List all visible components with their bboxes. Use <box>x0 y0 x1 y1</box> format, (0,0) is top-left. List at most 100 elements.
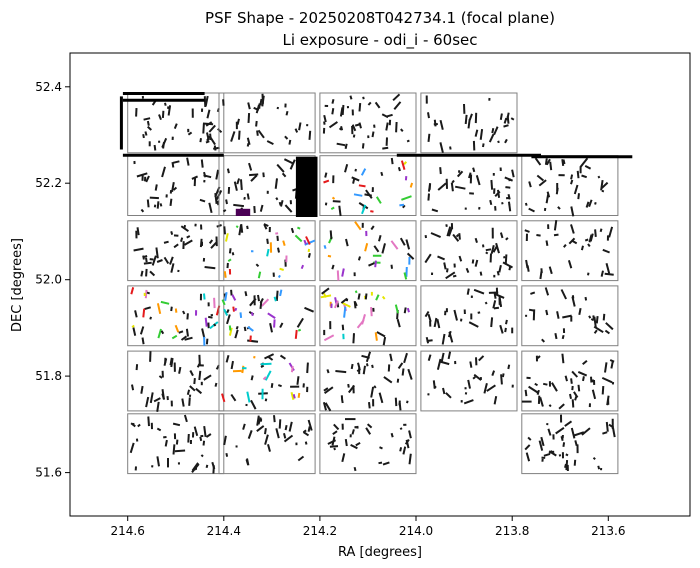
psf-whisker <box>230 131 236 142</box>
psf-whisker <box>333 423 340 431</box>
psf-whisker <box>500 374 503 385</box>
psf-whisker <box>187 131 193 136</box>
psf-whisker <box>326 369 330 374</box>
psf-whisker <box>358 184 366 188</box>
psf-whisker <box>238 224 243 236</box>
psf-whisker <box>588 315 592 319</box>
psf-whisker <box>597 465 601 470</box>
psf-whisker <box>609 359 615 363</box>
psf-whisker <box>587 243 591 247</box>
psf-whisker <box>282 240 286 246</box>
ccd-frame <box>127 350 225 412</box>
psf-whisker <box>443 262 447 270</box>
y-tick-label: 52.4 <box>35 80 62 94</box>
psf-whisker <box>339 107 344 117</box>
psf-whisker <box>390 157 394 165</box>
psf-whisker <box>507 364 511 370</box>
psf-whisker <box>493 396 498 405</box>
psf-whisker <box>545 240 549 246</box>
psf-whisker <box>226 314 231 325</box>
psf-whisker <box>375 294 380 301</box>
psf-whisker <box>374 101 381 109</box>
psf-whisker <box>403 161 408 165</box>
psf-whisker <box>344 143 348 150</box>
psf-whisker <box>527 436 532 441</box>
psf-whisker <box>242 423 246 430</box>
psf-whisker <box>362 96 365 100</box>
psf-whisker <box>307 426 311 432</box>
psf-whisker <box>370 225 375 231</box>
psf-whisker <box>213 145 217 151</box>
psf-whisker <box>193 466 197 471</box>
psf-whisker <box>600 179 604 191</box>
psf-whisker <box>304 306 314 313</box>
psf-whisker <box>228 325 232 331</box>
psf-whisker <box>366 423 373 429</box>
psf-whisker <box>336 270 340 281</box>
psf-whisker <box>488 133 495 143</box>
psf-whisker <box>204 317 208 327</box>
psf-whisker <box>300 264 305 270</box>
psf-whisker <box>143 117 151 121</box>
psf-whisker <box>499 113 503 120</box>
psf-whisker <box>333 300 339 309</box>
psf-whisker <box>399 237 406 246</box>
psf-whisker <box>608 423 615 429</box>
psf-whisker <box>250 174 258 182</box>
ccd-frame <box>319 285 417 347</box>
psf-whisker <box>247 113 251 123</box>
psf-whisker <box>504 176 513 182</box>
psf-whisker <box>305 236 311 245</box>
psf-whisker <box>347 383 350 388</box>
psf-whisker <box>455 185 466 190</box>
psf-whisker <box>262 376 267 381</box>
psf-whisker <box>544 287 550 296</box>
psf-whisker <box>149 270 156 277</box>
psf-whisker <box>430 232 441 239</box>
psf-whisker <box>189 370 194 377</box>
psf-whisker <box>331 264 335 270</box>
psf-whisker <box>441 333 446 345</box>
psf-whisker <box>143 261 152 265</box>
psf-whisker <box>395 121 398 133</box>
psf-whisker <box>351 429 355 435</box>
psf-whisker <box>355 441 361 447</box>
psf-whisker <box>217 128 223 134</box>
psf-whisker <box>232 306 235 312</box>
y-tick-label: 52.0 <box>35 273 62 287</box>
psf-whisker <box>565 460 569 471</box>
psf-whisker <box>489 199 493 206</box>
psf-whisker <box>498 299 503 308</box>
psf-whisker <box>353 466 357 472</box>
psf-whisker <box>524 444 531 451</box>
psf-whisker <box>398 402 402 411</box>
psf-whisker <box>228 327 233 336</box>
psf-whisker <box>406 307 410 313</box>
psf-whisker <box>449 146 452 150</box>
psf-whisker <box>253 355 256 359</box>
psf-whisker <box>406 139 410 143</box>
psf-whisker <box>142 308 146 318</box>
psf-whisker <box>284 135 289 140</box>
psf-whisker <box>548 450 557 457</box>
psf-whisker <box>612 427 616 438</box>
psf-whisker <box>570 206 575 217</box>
psf-whisker <box>233 203 245 208</box>
psf-whisker <box>597 175 601 179</box>
psf-whisker <box>493 126 499 136</box>
psf-whisker <box>205 121 213 127</box>
psf-whisker <box>588 199 593 208</box>
psf-whisker <box>246 137 251 146</box>
ccd-frame <box>218 220 316 282</box>
psf-whisker <box>530 291 536 295</box>
psf-whisker <box>567 260 573 269</box>
psf-whisker <box>160 330 165 335</box>
psf-whisker <box>564 420 573 427</box>
ccd-frame <box>521 220 619 282</box>
psf-whisker <box>373 385 377 389</box>
psf-whisker <box>427 354 432 361</box>
psf-whisker <box>361 143 365 149</box>
psf-whisker <box>257 129 265 139</box>
psf-whisker <box>382 146 389 150</box>
